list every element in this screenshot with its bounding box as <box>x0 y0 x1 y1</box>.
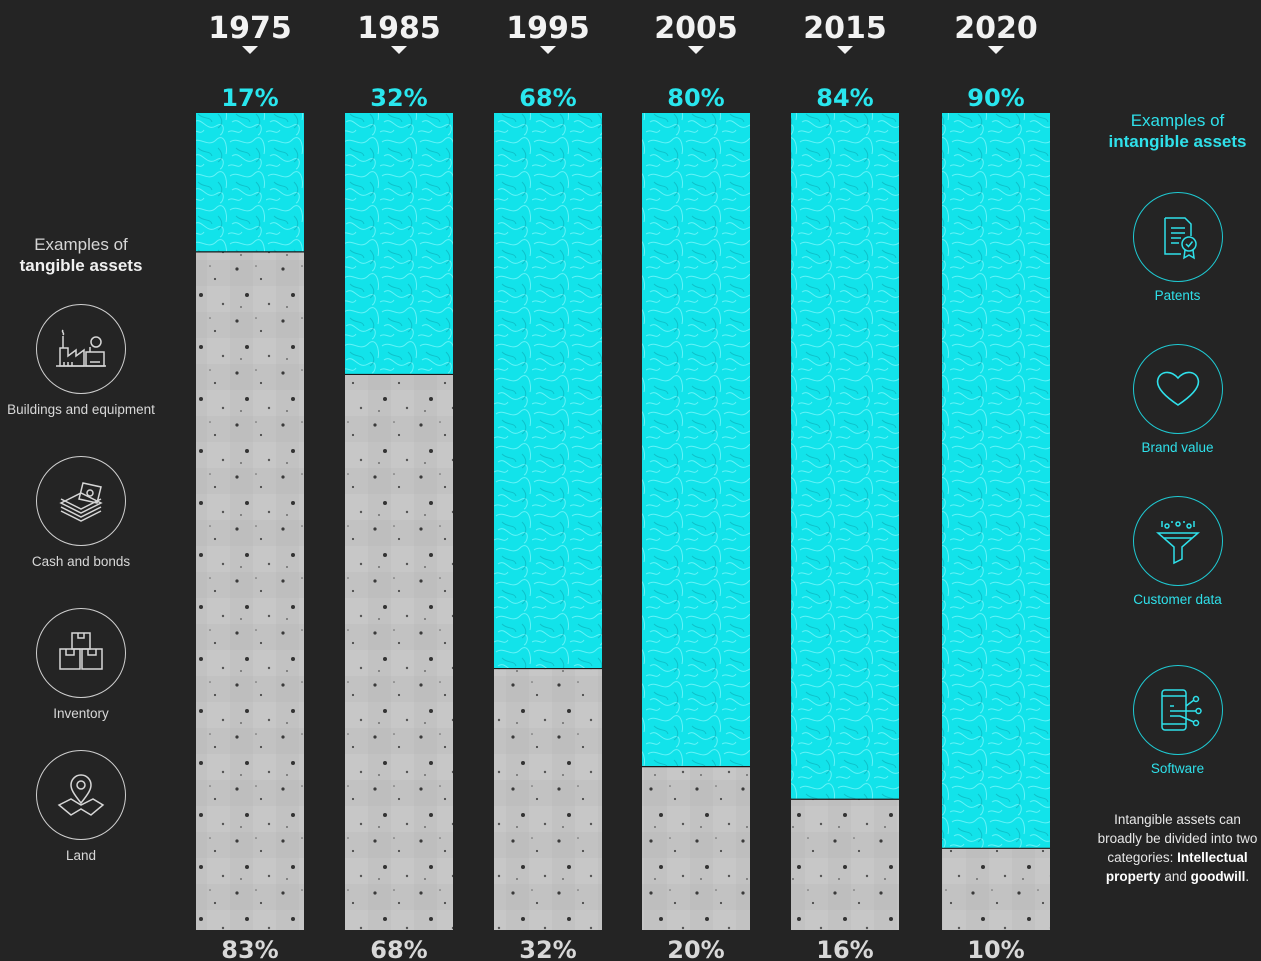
year-arrow-2015 <box>837 46 853 54</box>
year-label-2020: 2020 <box>954 11 1038 46</box>
tangible-heading-light: Examples of <box>34 235 128 254</box>
factory-icon <box>36 304 126 394</box>
mobile-code-icon <box>1132 665 1223 755</box>
intangible-assets-panel: Examples of intangible assets Patents Br… <box>1094 110 1261 884</box>
year-arrow-1985 <box>391 46 407 54</box>
tangible-item-label: Cash and bonds <box>31 554 131 569</box>
tangible-item-label: Buildings and equipment <box>7 402 155 417</box>
intangible-item-software: Software <box>1094 665 1261 777</box>
intangible-item-patents: Patents <box>1094 192 1261 304</box>
map-pin-icon <box>36 750 126 840</box>
bar-intangible-2015 <box>791 113 899 800</box>
intangible-item-label: Brand value <box>1141 440 1214 455</box>
tangible-percent-label-2015: 16% <box>816 936 873 961</box>
intangible-heading-bold: intangible assets <box>1108 132 1247 151</box>
heart-icon <box>1132 344 1223 434</box>
tangible-heading-bold: tangible assets <box>19 256 143 275</box>
year-arrow-2005 <box>688 46 704 54</box>
note-text-start: Intangible assets can broadly be divided… <box>1097 812 1258 865</box>
bar-tangible-1975 <box>196 251 304 930</box>
year-arrow-1995 <box>540 46 556 54</box>
tangible-item-land: Land <box>0 750 162 864</box>
note-text-mid: and <box>1160 869 1191 884</box>
tangible-percent-label-1975: 83% <box>221 936 278 961</box>
year-label-1985: 1985 <box>357 11 441 46</box>
intangible-item-label: Customer data <box>1133 592 1222 607</box>
tangible-assets-panel: Examples of tangible assets Buildings an… <box>0 234 162 863</box>
intangible-item-customer-data: Customer data <box>1094 496 1261 608</box>
certificate-icon <box>1132 192 1223 282</box>
bar-tangible-2005 <box>642 766 750 930</box>
note-text-end: . <box>1245 869 1250 884</box>
tangible-item-inventory: Inventory <box>0 608 162 722</box>
bar-intangible-1985 <box>345 113 453 375</box>
tangible-item-cash: Cash and bonds <box>0 456 162 570</box>
tangible-item-label: Inventory <box>53 706 109 721</box>
bar-intangible-1995 <box>494 113 602 669</box>
note-bold-intellectual-property: Intellectual property <box>1105 850 1248 884</box>
bar-tangible-1985 <box>345 374 453 930</box>
intangible-percent-label-2005: 80% <box>667 84 724 112</box>
year-label-1975: 1975 <box>208 11 292 46</box>
intangible-percent-label-1975: 17% <box>221 84 278 112</box>
intangible-categories-note: Intangible assets can broadly be divided… <box>1094 810 1261 886</box>
tangible-percent-label-2005: 20% <box>667 936 724 961</box>
year-label-1995: 1995 <box>506 11 590 46</box>
intangible-heading-light: Examples of <box>1130 111 1225 130</box>
intangible-percent-label-1995: 68% <box>519 84 576 112</box>
year-label-2005: 2005 <box>654 11 738 46</box>
intangible-percent-label-1985: 32% <box>370 84 427 112</box>
bar-intangible-2020 <box>942 113 1050 849</box>
bar-intangible-2005 <box>642 113 750 767</box>
boxes-icon <box>36 608 126 698</box>
intangible-percent-label-2020: 90% <box>967 84 1024 112</box>
bar-intangible-1975 <box>196 113 304 252</box>
intangible-item-label: Software <box>1150 761 1205 776</box>
bar-tangible-1995 <box>494 668 602 930</box>
year-label-2015: 2015 <box>803 11 887 46</box>
cash-stack-icon <box>36 456 126 546</box>
tangible-percent-label-1985: 68% <box>370 936 427 961</box>
tangible-percent-label-2020: 10% <box>967 936 1024 961</box>
bar-tangible-2020 <box>942 848 1050 930</box>
bar-tangible-2015 <box>791 799 899 930</box>
intangible-item-label: Patents <box>1154 288 1201 303</box>
intangible-item-brand: Brand value <box>1094 344 1261 456</box>
note-bold-goodwill: goodwill <box>1190 869 1246 884</box>
intangible-percent-label-2015: 84% <box>816 84 873 112</box>
year-arrow-1975 <box>242 46 258 54</box>
tangible-item-label: Land <box>65 848 97 863</box>
tangible-percent-label-1995: 32% <box>519 936 576 961</box>
year-arrow-2020 <box>988 46 1004 54</box>
tangible-item-buildings: Buildings and equipment <box>0 304 162 418</box>
funnel-icon <box>1132 496 1223 586</box>
